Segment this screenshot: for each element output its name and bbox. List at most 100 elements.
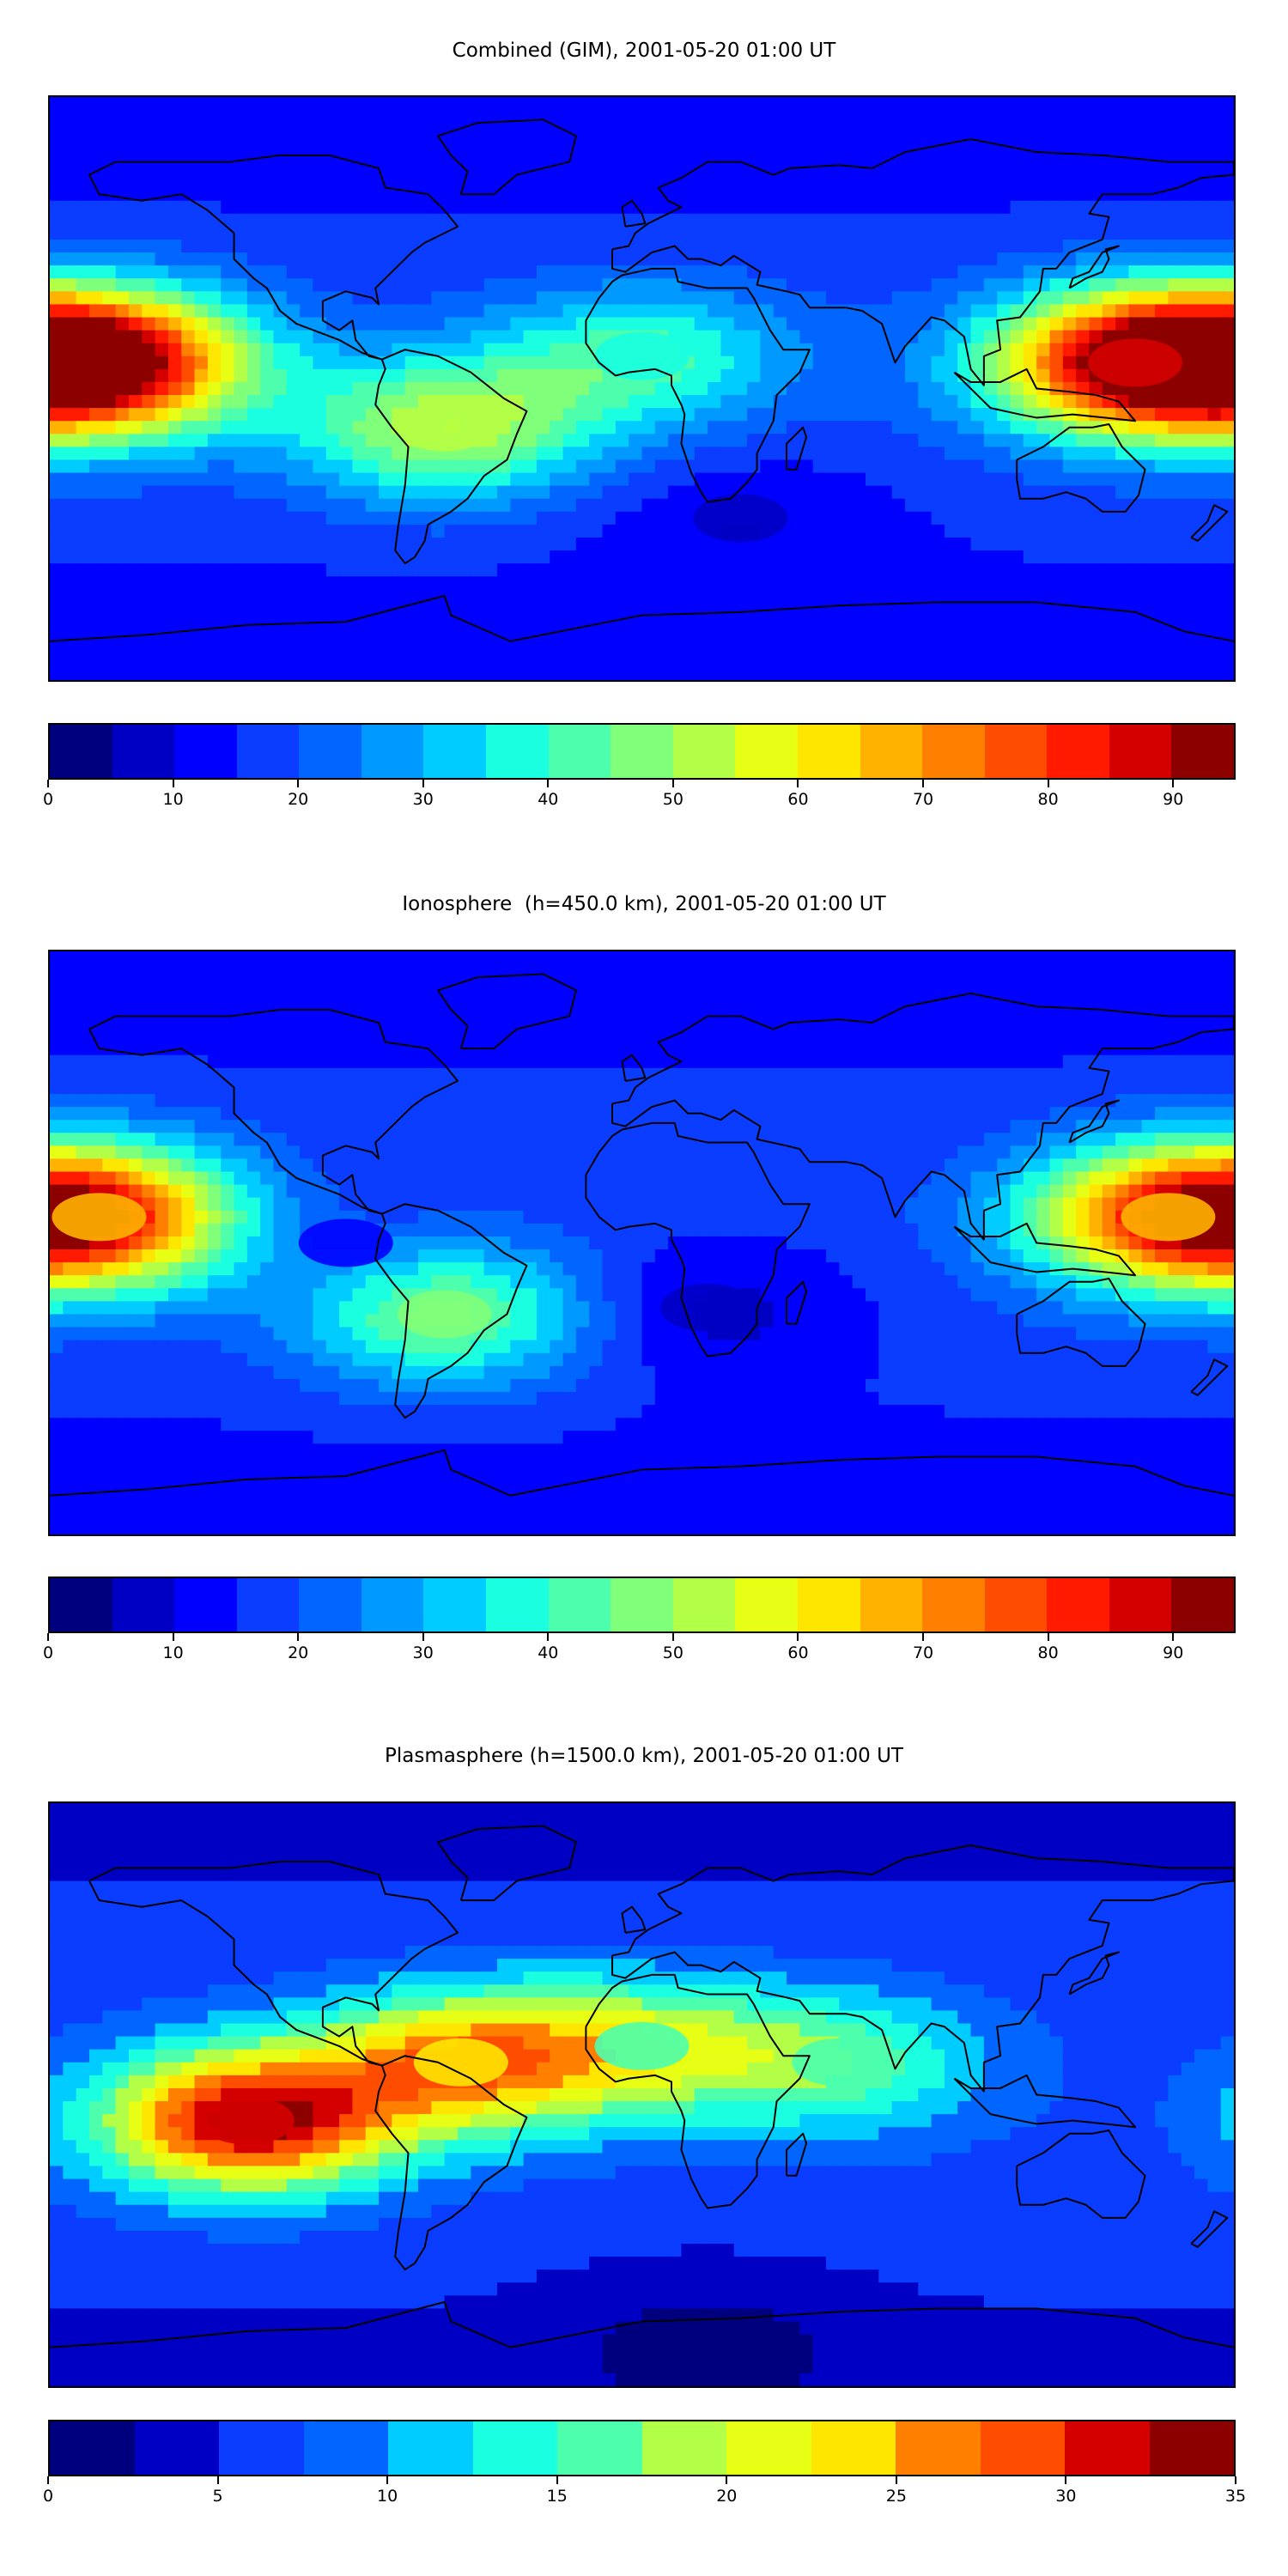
- colorbar-segment: [672, 725, 736, 778]
- field-cells: [50, 951, 1234, 1534]
- coastline-6: [50, 594, 1234, 642]
- colorbar-segment: [423, 725, 487, 778]
- colorbar-tick-label: 40: [538, 790, 559, 809]
- colorbar-segment: [811, 2421, 896, 2475]
- coastline-4: [585, 1121, 811, 1358]
- colorbar-tick-mark: [556, 2476, 558, 2484]
- colorbar-segment: [860, 1578, 923, 1631]
- colorbar-tick-mark: [797, 780, 799, 787]
- colorbar-tick-label: 0: [42, 2487, 54, 2506]
- coastline-2: [437, 973, 577, 1050]
- coastline-3: [611, 993, 1234, 1241]
- colorbar-segment: [423, 1578, 487, 1631]
- coastline-5: [1016, 422, 1146, 513]
- colorbar-tick-label: 10: [162, 1643, 184, 1662]
- colorbar-segment: [1171, 725, 1234, 778]
- colorbar-segment: [611, 725, 673, 778]
- coastline-7: [621, 1054, 647, 1082]
- coastline-1: [374, 2055, 528, 2271]
- colorbar-tick-label: 25: [885, 2487, 907, 2506]
- field-peak-1: [413, 2038, 508, 2087]
- colorbar-segment: [1109, 725, 1172, 778]
- colorbar-tick-label: 60: [787, 790, 809, 809]
- colorbar-tick-label: 90: [1163, 1643, 1184, 1662]
- coastline-9: [786, 2132, 808, 2177]
- colorbar-segment: [236, 725, 300, 778]
- colorbar-segment: [860, 725, 923, 778]
- colorbar-segment: [1149, 2421, 1234, 2475]
- colorbar-tick-label: 5: [212, 2487, 223, 2506]
- colorbar-tick-mark: [671, 780, 674, 787]
- colorbar-tick-mark: [216, 2476, 219, 2484]
- coastline-9: [786, 426, 808, 471]
- coastline-8: [1068, 245, 1120, 289]
- colorbar-segment: [388, 2421, 473, 2475]
- coastline-10: [1190, 504, 1229, 542]
- coastline-2: [437, 118, 577, 196]
- colorbar-ticks-ionosphere: 0 10 20 30 40 50 60 70 80 90: [43, 1633, 1236, 1668]
- colorbar-tick-mark: [1065, 2476, 1067, 2484]
- field-peak-1: [1121, 1193, 1216, 1242]
- colorbar-tick-mark: [1235, 2476, 1236, 2484]
- colorbar-tick-mark: [726, 2476, 728, 2484]
- colorbar-tick-mark: [297, 1633, 300, 1641]
- colorbar-ticks-plasmasphere: 0 5 10 15 20 25 30 35: [43, 2476, 1246, 2511]
- colorbar-tick-label: 30: [412, 790, 434, 809]
- colorbar-segment: [557, 2421, 642, 2475]
- colorbar-segment: [50, 1578, 112, 1631]
- colorbar-segment: [735, 725, 798, 778]
- colorbar-tick-mark: [47, 2476, 49, 2484]
- colorbar-segment: [726, 2421, 811, 2475]
- colorbar-tick-label: 70: [912, 1643, 934, 1662]
- colorbar-segment: [361, 725, 424, 778]
- colorbar-tick-mark: [172, 780, 174, 787]
- colorbar-tick-mark: [671, 1633, 674, 1641]
- colorbar-segment: [486, 1578, 549, 1631]
- coastline-0: [88, 154, 459, 361]
- colorbar-segment: [50, 725, 112, 778]
- field-peak-2: [397, 1290, 492, 1339]
- colorbar-segment: [303, 2421, 388, 2475]
- colorbar-segment: [1047, 725, 1109, 778]
- colorbar-tick-label: 70: [912, 790, 934, 809]
- coastline-9: [786, 1280, 808, 1325]
- colorbar-tick-label: 50: [662, 1643, 683, 1662]
- colorbar-tick-mark: [922, 1633, 925, 1641]
- colorbar-segment: [735, 1578, 798, 1631]
- colorbar-tick-mark: [297, 780, 300, 787]
- chart-title-plasmasphere: Plasmasphere (h=1500.0 km), 2001-05-20 0…: [385, 1745, 903, 1767]
- map-svg: [50, 951, 1234, 1534]
- coastline-6: [50, 1449, 1234, 1497]
- colorbar-segment: [984, 725, 1048, 778]
- colorbar-tick-mark: [422, 1633, 424, 1641]
- coastline-10: [1190, 2210, 1229, 2248]
- coastline-10: [1190, 1358, 1229, 1396]
- field-peak-0: [199, 2096, 295, 2145]
- coastline-7: [621, 199, 647, 228]
- coastline-5: [1016, 2129, 1146, 2219]
- colorbar-segment: [1047, 1578, 1109, 1631]
- field-peak-0: [52, 1193, 147, 1242]
- colorbar-segment: [797, 1578, 860, 1631]
- colorbar-tick-mark: [386, 2476, 389, 2484]
- colorbar-segment: [548, 1578, 611, 1631]
- colorbar-segment: [472, 2421, 557, 2475]
- coastline-8: [1068, 1099, 1120, 1144]
- colorbar-tick-label: 60: [787, 1643, 809, 1662]
- coastline-11: [953, 1222, 1137, 1277]
- colorbar-segment: [1065, 2421, 1150, 2475]
- colorbar-tick-label: 0: [42, 790, 54, 809]
- coastline-5: [1016, 1277, 1146, 1367]
- field-peak-0: [52, 338, 147, 387]
- colorbar-segment: [980, 2421, 1065, 2475]
- colorbar-segment: [1171, 1578, 1234, 1631]
- coastline-3: [611, 1844, 1234, 2093]
- colorbar-segment: [112, 725, 175, 778]
- colorbar-segment: [672, 1578, 736, 1631]
- chart-title-ionosphere: Ionosphere (h=450.0 km), 2001-05-20 01:0…: [402, 893, 886, 915]
- colorbar-tick-label: 10: [377, 2487, 398, 2506]
- colorbar-segment: [361, 1578, 424, 1631]
- coastline-11: [953, 368, 1137, 422]
- colorbar-segment: [174, 725, 237, 778]
- field-peak-4: [660, 2313, 756, 2362]
